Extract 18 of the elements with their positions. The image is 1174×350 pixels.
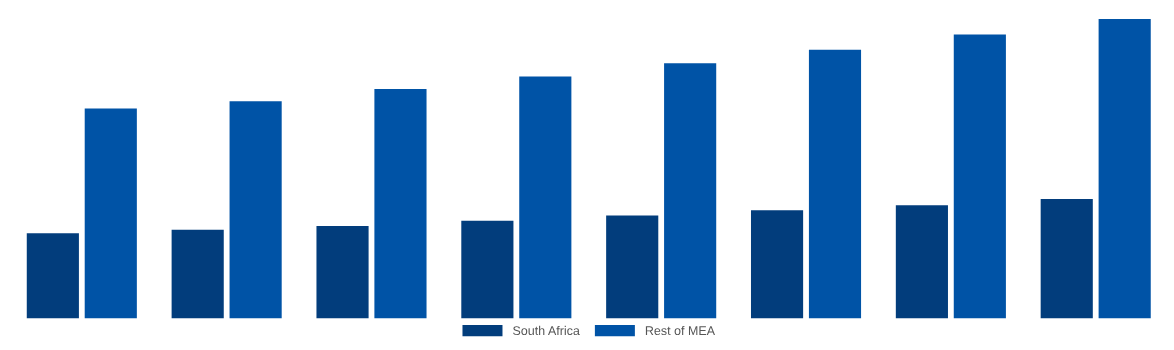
bar <box>171 229 224 319</box>
bar <box>374 89 427 319</box>
bar <box>316 225 369 319</box>
bar <box>26 233 79 319</box>
bar <box>808 49 862 319</box>
bar <box>953 34 1006 319</box>
legend-label: Rest of MEA <box>645 325 716 336</box>
bar <box>84 108 137 319</box>
legend-label: South Africa <box>513 325 580 336</box>
bar <box>519 76 572 319</box>
bar <box>1040 198 1093 319</box>
bar <box>606 215 659 319</box>
bar <box>895 205 948 319</box>
bar <box>664 63 717 319</box>
bar <box>1098 18 1151 319</box>
bar <box>461 220 514 319</box>
bar <box>750 210 804 319</box>
bar <box>229 101 282 319</box>
